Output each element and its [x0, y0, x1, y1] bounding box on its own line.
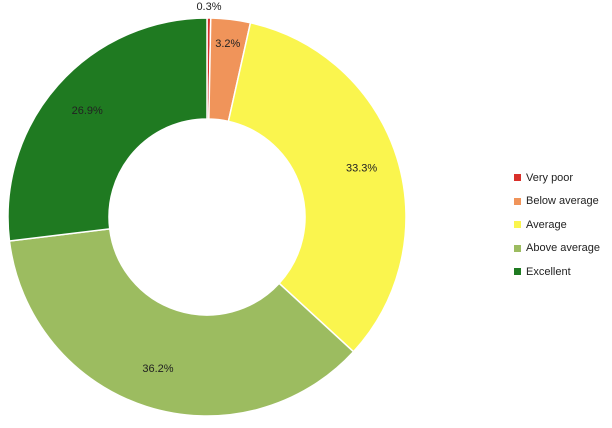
- legend-swatch: [514, 268, 521, 276]
- legend-item-below-average: Below average: [514, 190, 600, 214]
- data-label-average: 33.3%: [346, 162, 377, 174]
- legend-label: Above average: [526, 242, 600, 255]
- slice-excellent: [7, 17, 208, 242]
- legend-label: Very poor: [526, 171, 574, 184]
- legend-swatch: [514, 174, 521, 182]
- data-labels: 0.3% 3.2% 33.3% 36.2% 26.9%: [72, 1, 378, 375]
- legend-swatch: [514, 197, 521, 205]
- legend-swatch: [514, 221, 521, 229]
- legend-item-average: Average: [514, 213, 600, 237]
- data-label-above-average: 36.2%: [142, 363, 173, 375]
- legend-item-very-poor: Very poor: [514, 166, 600, 190]
- legend-label: Average: [526, 218, 567, 231]
- legend-item-excellent: Excellent: [514, 260, 600, 284]
- legend-label: Below average: [526, 195, 599, 208]
- legend: Very poor Below average Average Above avera…: [514, 166, 600, 284]
- donut-slices: [7, 17, 407, 417]
- data-label-below-average: 3.2%: [215, 38, 240, 50]
- legend-item-above-average: Above average: [514, 237, 600, 261]
- slice-above-average: [8, 228, 355, 417]
- legend-swatch: [514, 244, 521, 252]
- legend-label: Excellent: [526, 265, 571, 278]
- data-label-very-poor: 0.3%: [196, 1, 221, 13]
- slice-average: [227, 21, 407, 353]
- data-label-excellent: 26.9%: [72, 105, 103, 117]
